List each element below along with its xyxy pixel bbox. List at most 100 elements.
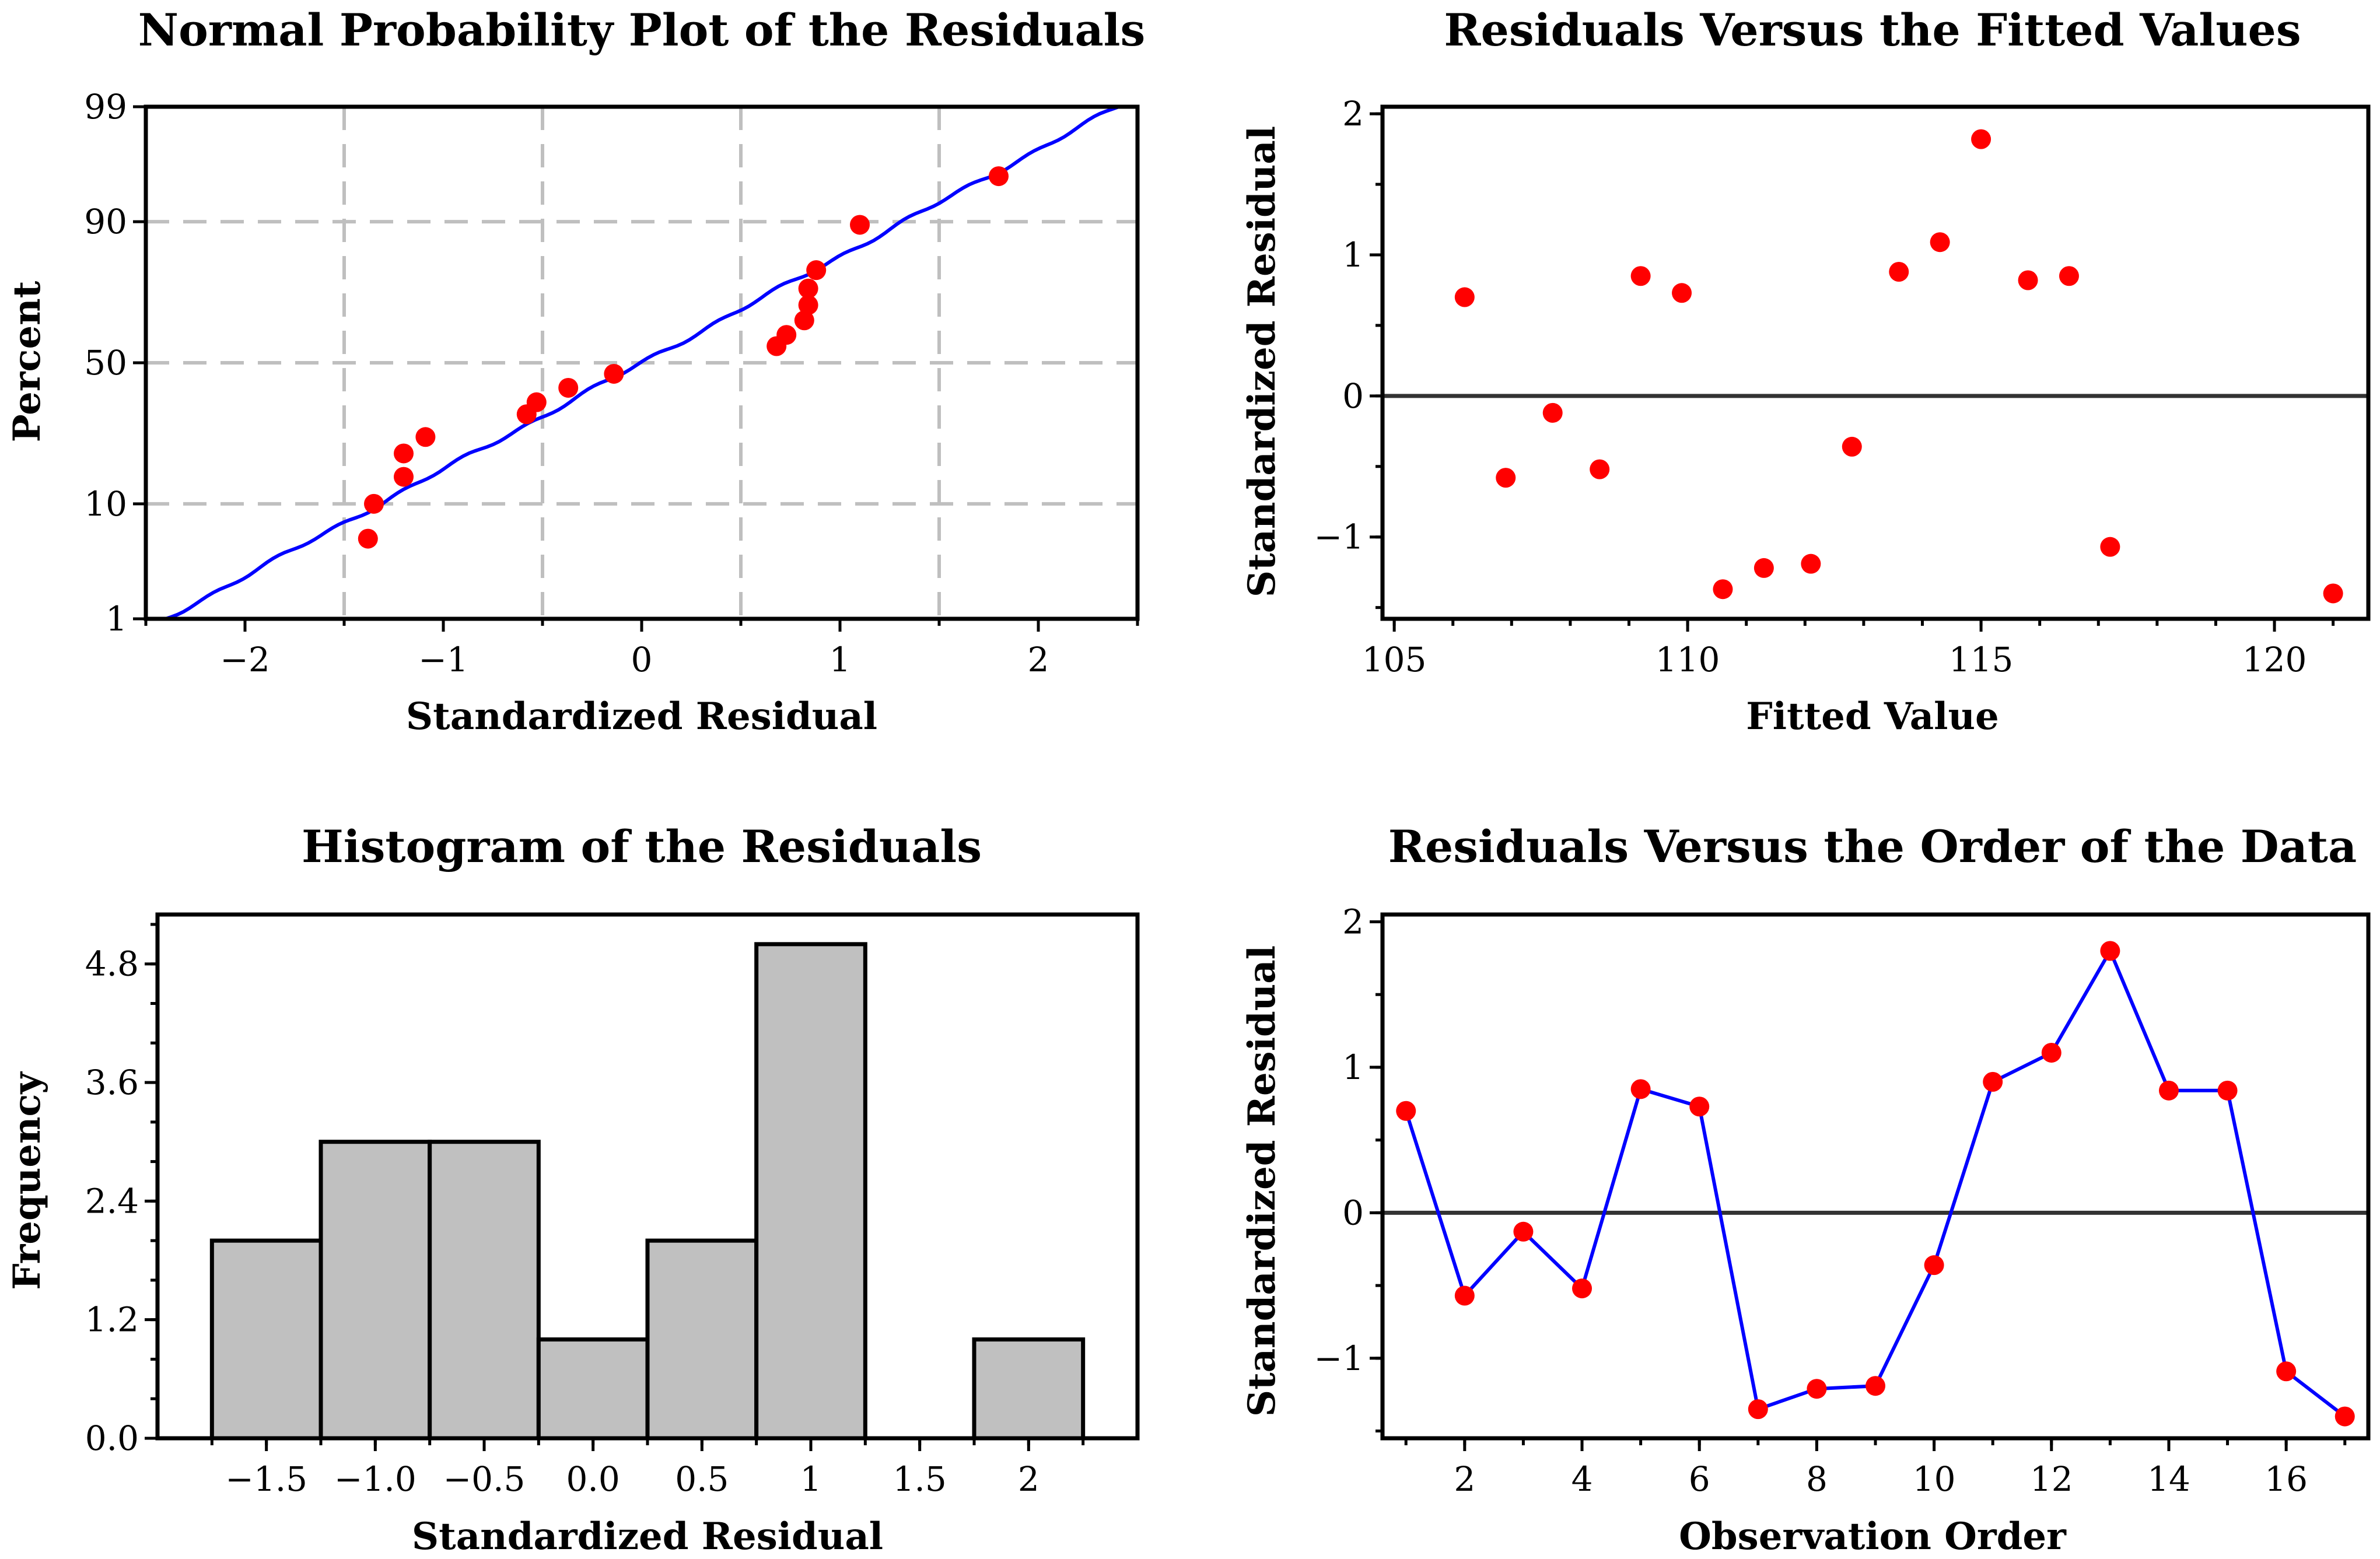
- order-plot-ytick-label: −1: [1314, 1339, 1364, 1378]
- fitted-plot-point: [2323, 583, 2343, 604]
- normal-plot-point: [850, 215, 870, 235]
- fitted-plot-xtick-label: 115: [1949, 640, 2014, 679]
- order-plot-point: [1572, 1278, 1592, 1299]
- order-plot-ylabel: Standardized Residual: [1240, 945, 1284, 1417]
- histogram-bar: [318, 1140, 432, 1441]
- normal-plot-point: [364, 493, 384, 514]
- normal-plot-point: [558, 377, 579, 398]
- histogram-bar: [428, 1140, 541, 1441]
- normal-plot-xtick-label: 0: [631, 640, 653, 679]
- fitted-plot-point: [2018, 270, 2038, 290]
- fitted-plot-title: Residuals Versus the Fitted Values: [1444, 4, 2301, 56]
- normal-plot-xtick-label: 1: [830, 640, 851, 679]
- normal-plot-point: [394, 467, 414, 487]
- histogram-ytick-label: 4.8: [85, 944, 139, 984]
- histogram-ytick-label: 2.4: [85, 1181, 139, 1221]
- normal-plot-xlabel: Standardized Residual: [406, 695, 877, 738]
- histogram-panel: Histogram of the Residuals Standardized …: [5, 821, 1140, 1558]
- normal-plot-point: [415, 427, 436, 447]
- fitted-plot-point: [1713, 579, 1733, 600]
- order-plot-ytick-label: 0: [1342, 1193, 1364, 1232]
- histogram-xtick-label: −1.5: [225, 1459, 307, 1499]
- histogram-bar: [972, 1337, 1086, 1441]
- fitted-plot-point: [2100, 537, 2120, 557]
- order-plot-point: [1924, 1255, 1944, 1276]
- fitted-plot-point: [1672, 283, 1692, 303]
- normal-plot-fit-line-group: [165, 105, 1118, 621]
- normal-plot-ytick-label: 10: [84, 484, 127, 524]
- normal-plot-point: [526, 392, 547, 412]
- fitted-plot-point: [1542, 402, 1563, 423]
- order-plot-ytick-label: 2: [1342, 902, 1364, 941]
- histogram-xtick-label: 0.5: [675, 1459, 729, 1499]
- order-plot-point: [1630, 1079, 1651, 1099]
- normal-plot-point: [806, 260, 827, 281]
- normal-plot-xtick-label: −1: [418, 640, 468, 679]
- normal-plot-point: [798, 295, 818, 316]
- observation-order-panel: Residuals Versus the Order of the Data O…: [1240, 821, 2371, 1558]
- fitted-plot-xtick-label: 110: [1656, 640, 1720, 679]
- fitted-plot-point: [1971, 129, 1992, 149]
- histogram-ylabel: Frequency: [5, 1071, 49, 1290]
- order-plot-xtick-label: 10: [1913, 1459, 1956, 1499]
- fitted-plot-point: [1889, 261, 1909, 282]
- fitted-plot-point: [1930, 232, 1950, 253]
- order-plot-point: [1807, 1379, 1827, 1399]
- normal-plot-point: [798, 278, 818, 299]
- fitted-plot-xtick-label: 120: [2242, 640, 2307, 679]
- order-plot-point: [1396, 1101, 1416, 1121]
- histogram-xlabel: Standardized Residual: [412, 1515, 883, 1558]
- fitted-plot-point: [1454, 287, 1475, 307]
- normal-probability-panel: Normal Probability Plot of the Residuals…: [5, 4, 1145, 738]
- fitted-plot-point: [1801, 553, 1821, 574]
- histogram-title: Histogram of the Residuals: [302, 821, 982, 873]
- histogram-xtick-label: −0.5: [443, 1459, 526, 1499]
- histogram-bars: [209, 942, 1086, 1441]
- normal-plot-points: [358, 166, 1009, 549]
- order-plot-xtick-label: 2: [1454, 1459, 1475, 1499]
- fitted-plot-ytick-label: 2: [1342, 94, 1364, 134]
- histogram-ytick-label: 3.6: [85, 1063, 139, 1102]
- fitted-plot-point: [1496, 468, 1516, 488]
- order-plot-ytick-label: 1: [1342, 1047, 1364, 1087]
- normal-plot-ytick-label: 50: [84, 343, 127, 383]
- order-plot-xtick-label: 8: [1806, 1459, 1828, 1499]
- fitted-plot-point: [1590, 459, 1610, 479]
- histogram-xtick-label: 0.0: [566, 1459, 620, 1499]
- normal-plot-point: [604, 363, 624, 384]
- order-plot-point: [1689, 1096, 1710, 1117]
- histogram-xtick-label: 2: [1018, 1459, 1040, 1499]
- order-plot-point: [2041, 1042, 2062, 1063]
- histogram-bar: [536, 1337, 650, 1441]
- order-plot-point: [1983, 1071, 2003, 1092]
- fitted-plot-point: [1842, 436, 1862, 457]
- histogram-xtick-label: 1: [800, 1459, 822, 1499]
- fitted-plot-ytick-label: −1: [1314, 517, 1364, 557]
- order-plot-point: [2276, 1361, 2297, 1382]
- fitted-plot-frame: [1380, 104, 2371, 621]
- fitted-plot-ytick-label: 0: [1342, 376, 1364, 416]
- order-plot-xtick-label: 14: [2147, 1459, 2190, 1499]
- normal-plot-ticks: −2 −1 0 1 2 1 10 50 90 99: [84, 87, 1139, 679]
- normal-plot-point: [358, 528, 378, 549]
- histogram-ticks: −1.5 −1.0 −0.5 0.0 0.5 1 1.5 2 0.0 1.2 2.4 3.6 4.8: [85, 923, 1085, 1499]
- order-plot-frame: [1380, 912, 2371, 1441]
- normal-plot-title: Normal Probability Plot of the Residuals: [138, 4, 1146, 56]
- normal-plot-fit-line: [165, 105, 1118, 621]
- order-plot-point: [1454, 1285, 1475, 1306]
- fitted-plot-ticks: 105 110 115 120 −1 0 1 2: [1314, 94, 2335, 679]
- order-plot-point: [2158, 1080, 2179, 1101]
- normal-plot-xtick-label: 2: [1028, 640, 1049, 679]
- histogram-xtick-label: 1.5: [893, 1459, 947, 1499]
- fitted-plot-point: [2059, 266, 2079, 286]
- normal-plot-point: [794, 310, 814, 331]
- order-plot-point: [2100, 941, 2120, 961]
- normal-plot-ytick-label: 90: [84, 202, 127, 241]
- fitted-plot-xtick-label: 105: [1362, 640, 1427, 679]
- order-plot-point: [1748, 1399, 1768, 1420]
- order-plot-point: [2217, 1080, 2238, 1101]
- normal-plot-xtick-label: −2: [220, 640, 270, 679]
- fitted-values-panel: Residuals Versus the Fitted Values Fitte…: [1240, 4, 2371, 738]
- histogram-bar: [209, 1238, 323, 1441]
